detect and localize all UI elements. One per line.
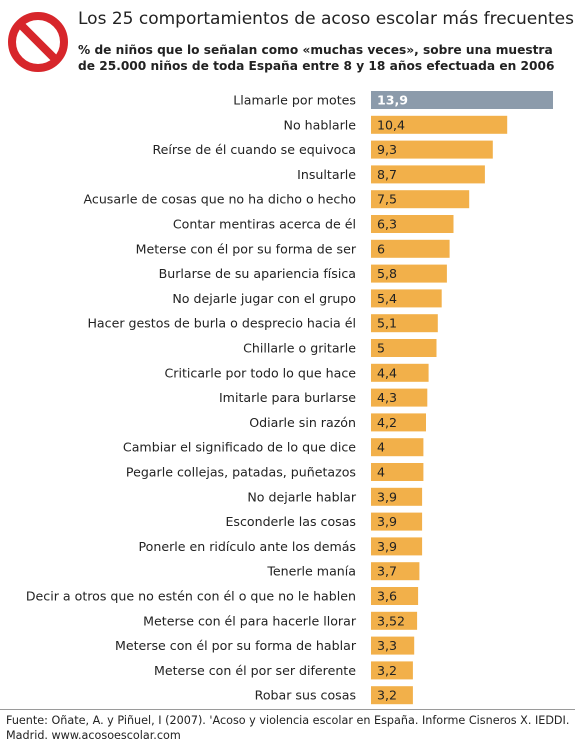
category-label: Robar sus cosas bbox=[255, 688, 356, 703]
bar bbox=[371, 215, 454, 233]
value-label: 4,4 bbox=[377, 365, 397, 380]
category-label: Imitarle para burlarse bbox=[219, 390, 356, 405]
bar bbox=[371, 611, 418, 630]
category-label: No dejarle jugar con el grupo bbox=[172, 291, 356, 306]
category-label: Pegarle collejas, patadas, puñetazos bbox=[126, 465, 356, 480]
category-label: Meterse con él para hacerle llorar bbox=[143, 613, 357, 628]
value-label: 10,4 bbox=[377, 117, 405, 132]
value-label: 9,3 bbox=[377, 142, 397, 157]
bar bbox=[371, 115, 508, 134]
bar bbox=[371, 339, 437, 357]
bar bbox=[371, 190, 470, 209]
value-label: 4,3 bbox=[377, 390, 397, 405]
value-label: 7,5 bbox=[377, 192, 397, 207]
category-label: Tenerle manía bbox=[266, 564, 356, 579]
bar bbox=[371, 636, 415, 655]
category-label: Hacer gestos de burla o desprecio hacia … bbox=[87, 316, 356, 331]
bar bbox=[371, 463, 424, 481]
bar bbox=[371, 686, 413, 705]
bar bbox=[371, 562, 420, 581]
category-label: Cambiar el significado de lo que dice bbox=[123, 440, 356, 455]
category-label: Odiarle sin razón bbox=[249, 415, 356, 430]
category-label: Esconderle las cosas bbox=[225, 514, 356, 529]
category-label: Contar mentiras acerca de él bbox=[173, 217, 356, 232]
chart-title: Los 25 comportamientos de acoso escolar … bbox=[78, 9, 574, 29]
value-label: 5 bbox=[377, 341, 385, 356]
bar bbox=[371, 91, 553, 109]
value-label: 3,6 bbox=[377, 589, 397, 604]
value-label: 5,4 bbox=[377, 291, 397, 306]
category-label: Llamarle por motes bbox=[233, 93, 356, 108]
value-label: 3,52 bbox=[377, 613, 405, 628]
category-label: Decir a otros que no estén con él o que … bbox=[26, 589, 356, 604]
category-label: Insultarle bbox=[297, 167, 356, 182]
bar bbox=[371, 289, 442, 308]
value-label: 5,8 bbox=[377, 266, 397, 281]
category-label: No dejarle hablar bbox=[247, 489, 356, 504]
bar bbox=[371, 314, 438, 333]
value-label: 4 bbox=[377, 465, 385, 480]
bar bbox=[371, 661, 413, 680]
value-label: 3,3 bbox=[377, 638, 397, 653]
footer-divider bbox=[0, 709, 575, 710]
value-label: 6 bbox=[377, 241, 385, 256]
bar bbox=[371, 537, 423, 556]
category-label: Reírse de él cuando se equivoca bbox=[152, 142, 356, 157]
value-label: 3,2 bbox=[377, 688, 397, 703]
bar bbox=[371, 587, 419, 605]
category-label: No hablarle bbox=[284, 117, 357, 132]
value-label: 3,9 bbox=[377, 489, 397, 504]
value-label: 3,9 bbox=[377, 514, 397, 529]
category-label: Criticarle por todo lo que hace bbox=[164, 365, 356, 380]
bar bbox=[371, 165, 485, 184]
bar bbox=[371, 239, 450, 258]
chart-subtitle: % de niños que lo señalan como «muchas v… bbox=[78, 43, 555, 73]
value-label: 4,2 bbox=[377, 415, 397, 430]
value-label: 5,1 bbox=[377, 316, 397, 331]
source-note: Fuente: Oñate, A. y Piñuel, I (2007). 'A… bbox=[6, 714, 570, 742]
category-label: Ponerle en ridículo ante los demás bbox=[139, 539, 356, 554]
category-label: Acusarle de cosas que no ha dicho o hech… bbox=[84, 192, 357, 207]
value-label: 3,7 bbox=[377, 564, 397, 579]
bar bbox=[371, 140, 493, 159]
prohibition-sign-icon bbox=[8, 12, 68, 72]
chart-header: Los 25 comportamientos de acoso escolar … bbox=[0, 0, 575, 84]
value-label: 8,7 bbox=[377, 167, 397, 182]
bar bbox=[371, 264, 447, 283]
category-label: Burlarse de su apariencia física bbox=[159, 266, 356, 281]
bar bbox=[371, 363, 429, 382]
bar-chart: Llamarle por motes 13,9 No hablarle 10,4 Reí… bbox=[26, 91, 553, 705]
bar bbox=[371, 487, 423, 506]
bar bbox=[371, 388, 428, 407]
category-label: Meterse con él por ser diferente bbox=[154, 663, 356, 678]
bar bbox=[371, 438, 424, 457]
category-label: Chillarle o gritarle bbox=[243, 341, 356, 356]
value-label: 3,9 bbox=[377, 539, 397, 554]
bar bbox=[371, 512, 423, 531]
bar bbox=[371, 413, 426, 432]
category-label: Meterse con él por su forma de ser bbox=[136, 241, 357, 256]
value-label: 13,9 bbox=[377, 93, 408, 108]
category-label: Meterse con él por su forma de hablar bbox=[115, 638, 357, 653]
value-label: 4 bbox=[377, 440, 385, 455]
value-label: 6,3 bbox=[377, 217, 397, 232]
value-label: 3,2 bbox=[377, 663, 397, 678]
